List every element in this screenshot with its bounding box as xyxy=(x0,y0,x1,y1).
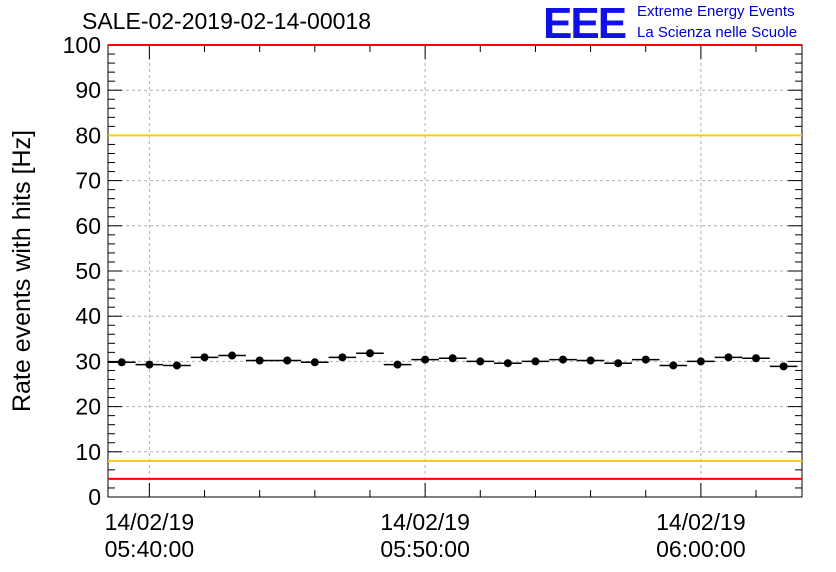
y-tick-label: 80 xyxy=(75,122,101,148)
data-point xyxy=(145,360,154,369)
data-point xyxy=(172,361,181,370)
y-tick-label: 100 xyxy=(63,32,101,58)
data-point xyxy=(559,355,568,364)
x-tick-label-date: 14/02/19 xyxy=(656,509,746,535)
logo-subtitle-line1: Extreme Energy Events xyxy=(637,3,795,20)
y-axis-label: Rate events with hits [Hz] xyxy=(8,130,36,412)
data-point xyxy=(117,358,126,367)
x-tick-label-time: 05:50:00 xyxy=(380,536,470,562)
data-point xyxy=(752,354,761,363)
data-point xyxy=(641,355,650,364)
y-tick-label: 20 xyxy=(75,394,101,420)
y-tick-label: 0 xyxy=(88,484,101,510)
y-tick-label: 70 xyxy=(75,168,101,194)
data-point xyxy=(338,353,347,362)
y-tick-label: 30 xyxy=(75,348,101,374)
data-point xyxy=(724,353,733,362)
y-tick-label: 10 xyxy=(75,439,101,465)
chart-title: SALE-02-2019-02-14-00018 xyxy=(82,8,371,34)
data-point xyxy=(393,360,402,369)
data-point xyxy=(365,349,374,358)
data-point xyxy=(310,358,319,367)
data-point xyxy=(779,362,788,371)
data-point xyxy=(421,355,430,364)
data-point xyxy=(228,351,237,360)
data-point xyxy=(696,357,705,366)
data-point xyxy=(586,356,595,365)
data-point xyxy=(200,353,209,362)
x-tick-label-time: 05:40:00 xyxy=(105,536,195,562)
data-point xyxy=(476,357,485,366)
data-point xyxy=(503,359,512,368)
data-point xyxy=(531,357,540,366)
x-tick-label-time: 06:00:00 xyxy=(656,536,746,562)
x-tick-label-date: 14/02/19 xyxy=(105,509,195,535)
x-tick-label-date: 14/02/19 xyxy=(380,509,470,535)
eee-logo: EEE xyxy=(543,0,627,48)
logo-subtitle-line2: La Scienza nelle Scuole xyxy=(637,24,798,41)
data-point xyxy=(255,356,264,365)
data-point xyxy=(614,359,623,368)
data-point xyxy=(448,354,457,363)
y-tick-label: 50 xyxy=(75,258,101,284)
y-tick-label: 90 xyxy=(75,77,101,103)
y-tick-label: 40 xyxy=(75,303,101,329)
data-point xyxy=(669,361,678,370)
data-point xyxy=(283,356,292,365)
y-tick-label: 60 xyxy=(75,213,101,239)
